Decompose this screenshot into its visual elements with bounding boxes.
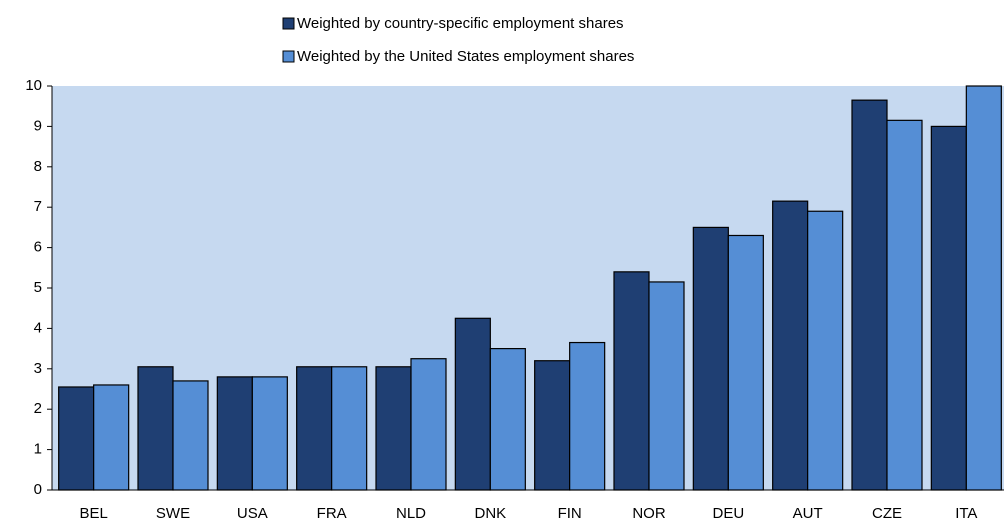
bar — [886, 119, 923, 491]
bar — [331, 366, 368, 491]
legend-label: Weighted by the United States employment… — [297, 48, 634, 65]
bar — [93, 384, 130, 491]
x-tick-label: NLD — [396, 505, 426, 522]
bar — [216, 376, 253, 491]
bar — [489, 348, 526, 491]
bar — [727, 234, 764, 491]
bar — [454, 317, 491, 491]
bar — [807, 210, 844, 491]
y-tick-label: 9 — [34, 117, 42, 134]
legend-label: Weighted by country-specific employment … — [297, 15, 624, 32]
x-tick-label: SWE — [156, 505, 190, 522]
plot-area — [52, 86, 1004, 490]
bar — [930, 125, 967, 491]
bar — [851, 99, 888, 491]
bar — [172, 380, 209, 491]
x-tick-label: DEU — [712, 505, 744, 522]
x-tick-label: FIN — [558, 505, 582, 522]
y-tick-label: 8 — [34, 158, 42, 175]
y-tick-label: 10 — [25, 77, 42, 94]
y-tick-label: 5 — [34, 279, 42, 296]
bar — [648, 281, 685, 491]
bar — [692, 226, 729, 491]
y-tick-label: 2 — [34, 400, 42, 417]
bar — [410, 358, 447, 491]
bar — [613, 271, 650, 491]
bar — [965, 85, 1002, 491]
x-tick-label: NOR — [632, 505, 666, 522]
bar — [772, 200, 809, 491]
x-tick-label: FRA — [317, 505, 347, 522]
legend-swatch — [282, 17, 295, 30]
bar — [137, 366, 174, 491]
y-tick-label: 7 — [34, 198, 42, 215]
x-tick-label: CZE — [872, 505, 902, 522]
bar — [375, 366, 412, 491]
x-tick-label: USA — [237, 505, 268, 522]
bar — [569, 341, 606, 491]
y-tick-label: 4 — [34, 319, 42, 336]
bar — [296, 366, 333, 491]
y-tick-label: 3 — [34, 360, 42, 377]
y-tick-label: 0 — [34, 481, 42, 498]
bar — [251, 376, 288, 491]
x-tick-label: ITA — [955, 505, 977, 522]
x-tick-label: AUT — [793, 505, 823, 522]
y-tick-label: 6 — [34, 239, 42, 256]
bar — [534, 360, 571, 491]
x-tick-label: BEL — [79, 505, 107, 522]
y-tick-label: 1 — [34, 441, 42, 458]
x-tick-label: DNK — [474, 505, 506, 522]
bar — [58, 386, 95, 491]
legend-swatch — [282, 50, 295, 63]
